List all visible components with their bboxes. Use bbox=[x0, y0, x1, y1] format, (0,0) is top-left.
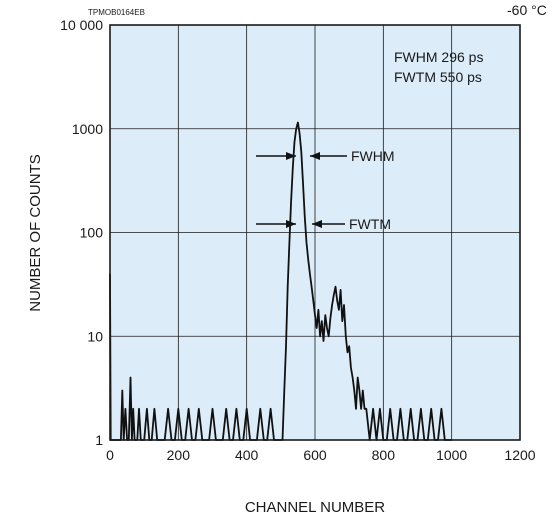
x-tick-label: 0 bbox=[106, 447, 114, 463]
fwhm-label: FWHM bbox=[351, 148, 395, 164]
doc-code: TPMOB0164EB bbox=[88, 8, 145, 17]
y-axis-title: NUMBER OF COUNTS bbox=[27, 154, 44, 312]
y-tick-label: 1 bbox=[95, 432, 103, 448]
x-tick-label: 200 bbox=[167, 447, 191, 463]
x-tick-label: 800 bbox=[372, 447, 396, 463]
x-tick-label: 1000 bbox=[436, 447, 467, 463]
fwhm-marker bbox=[256, 152, 347, 160]
fwhm-value: FWHM 296 ps bbox=[394, 49, 483, 65]
tick-labels: 0 200 400 600 800 1000 1200 1 10 100 1000 10 000 bbox=[60, 17, 536, 463]
fwtm-marker bbox=[256, 220, 345, 228]
x-tick-label: 600 bbox=[303, 447, 327, 463]
y-tick-label: 100 bbox=[80, 225, 104, 241]
x-tick-label: 1200 bbox=[504, 447, 535, 463]
fwtm-label: FWTM bbox=[349, 216, 391, 232]
x-tick-label: 400 bbox=[235, 447, 259, 463]
y-tick-label: 10 bbox=[87, 328, 103, 344]
grid bbox=[110, 25, 520, 440]
temperature-label: -60 °C bbox=[507, 2, 547, 18]
y-tick-label: 10 000 bbox=[60, 17, 103, 33]
fwtm-value: FWTM 550 ps bbox=[394, 69, 482, 85]
y-tick-label: 1000 bbox=[72, 121, 103, 137]
x-axis-title: CHANNEL NUMBER bbox=[245, 499, 385, 516]
plot-frame bbox=[109, 24, 521, 441]
